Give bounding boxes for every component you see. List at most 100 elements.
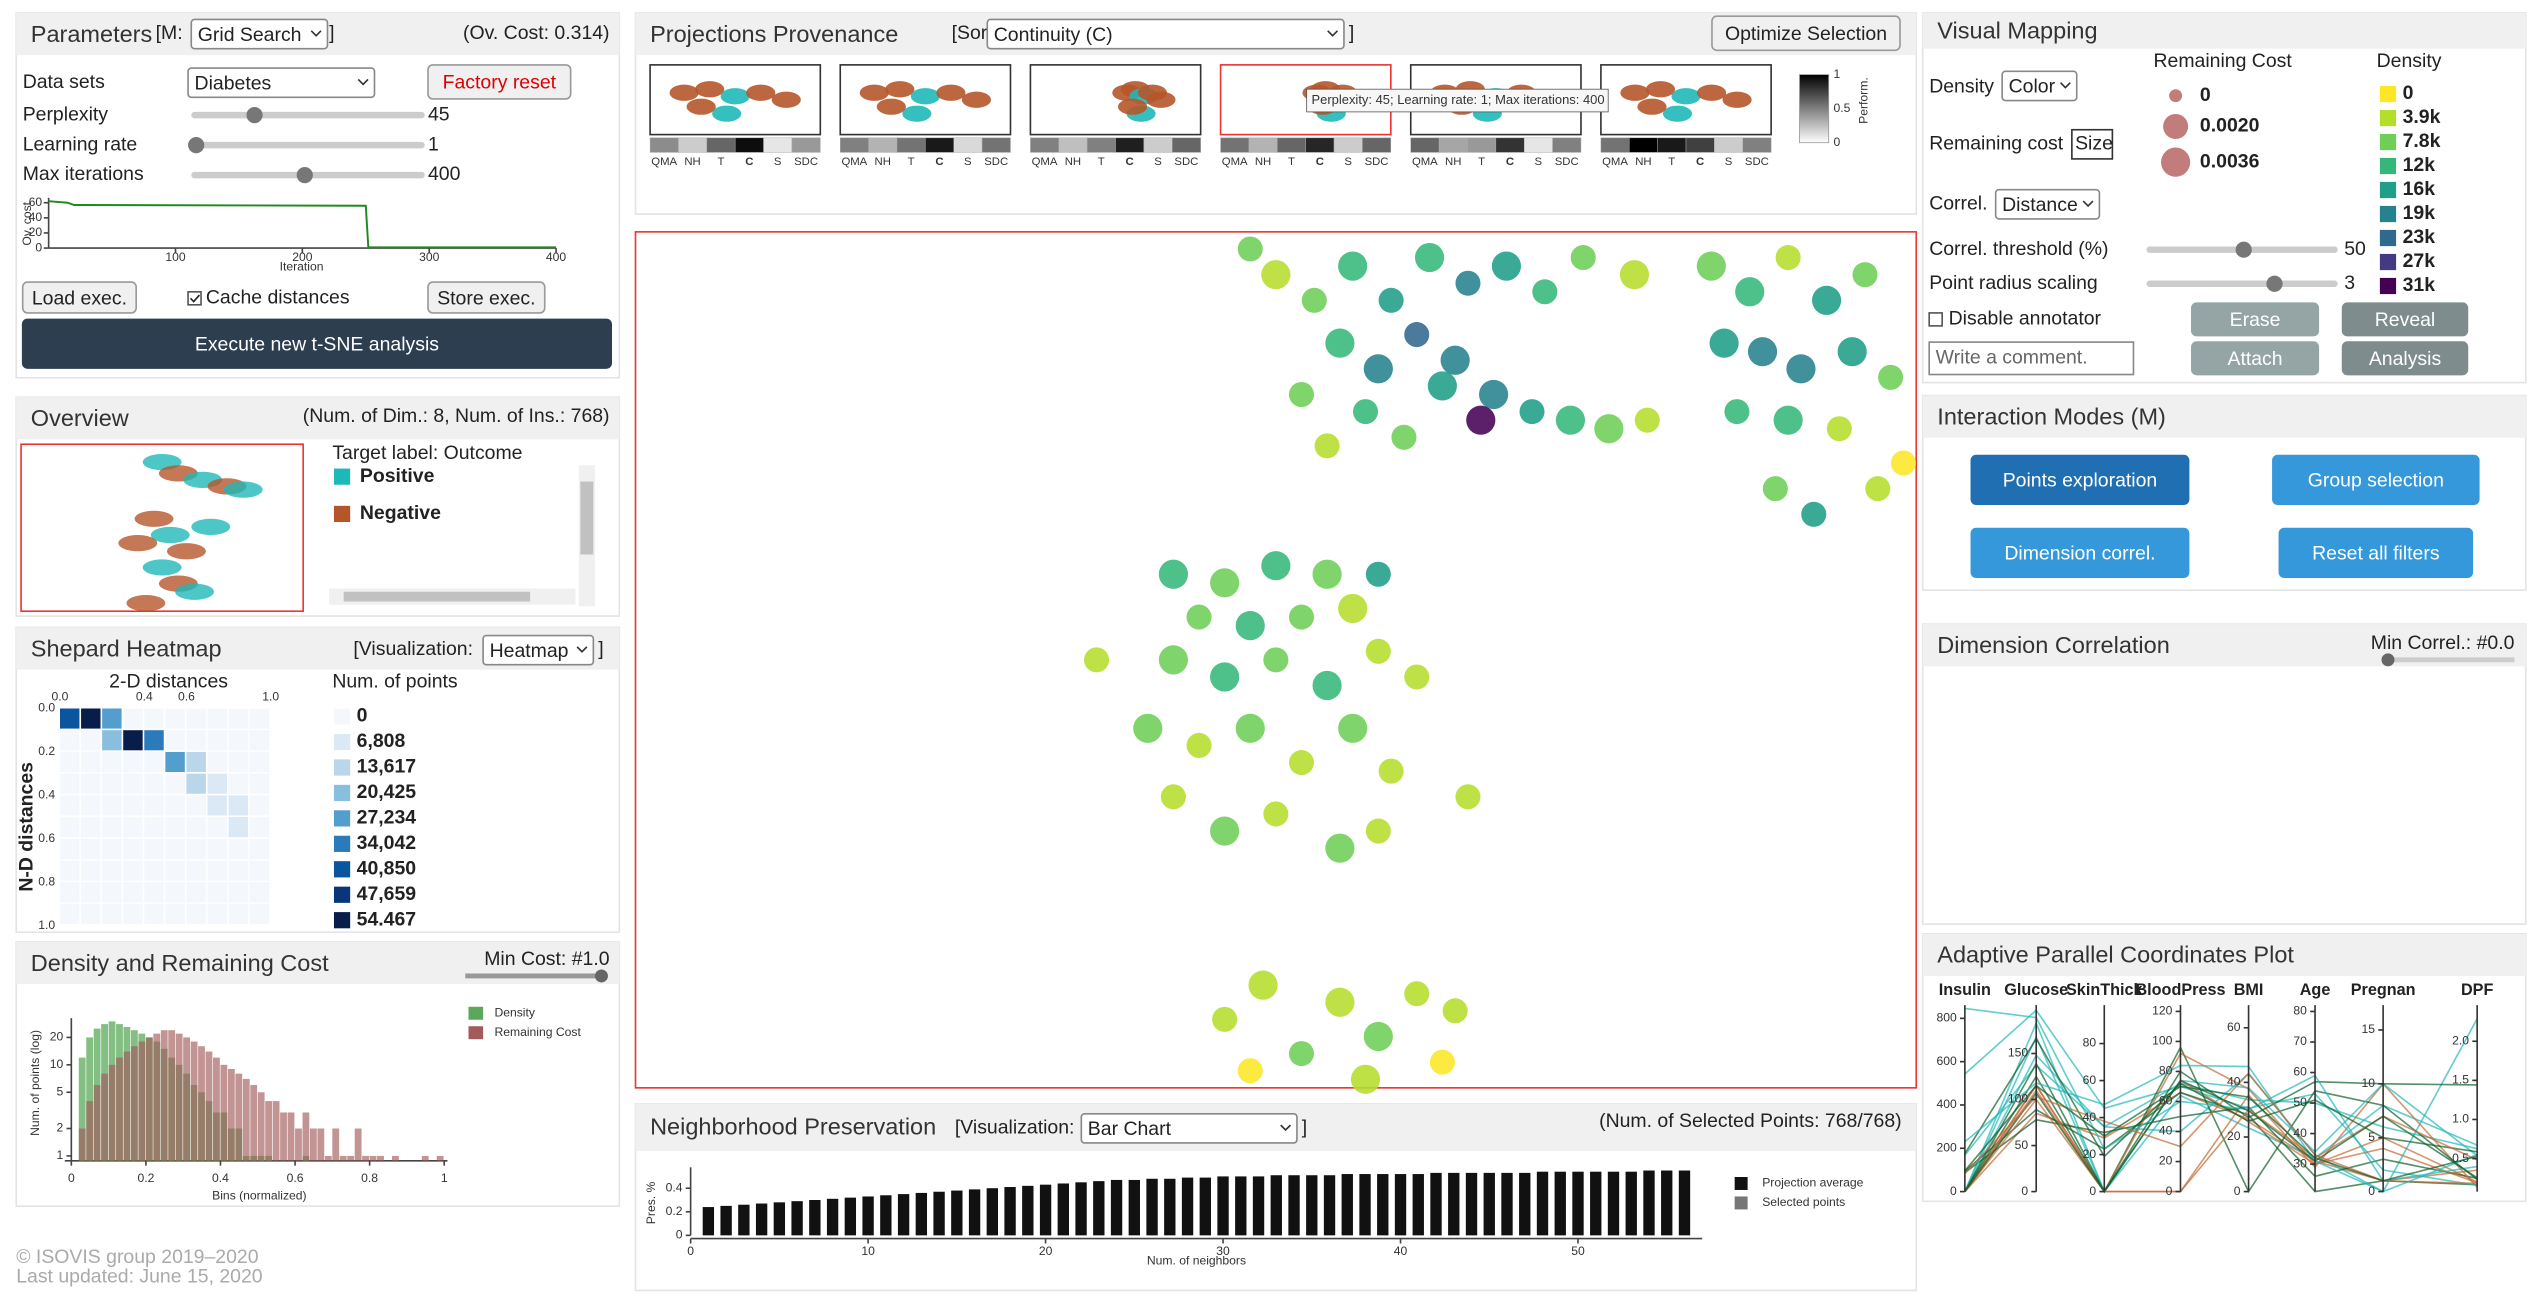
- projection-point[interactable]: [1786, 354, 1816, 384]
- slider-knob[interactable]: [296, 167, 313, 184]
- projection-point[interactable]: [1414, 242, 1445, 273]
- projection-point[interactable]: [1158, 559, 1188, 589]
- projection-point[interactable]: [1160, 784, 1186, 810]
- projection-point[interactable]: [1263, 647, 1289, 673]
- projection-point[interactable]: [1248, 970, 1278, 1000]
- projection-point[interactable]: [1288, 1041, 1315, 1067]
- projection-point[interactable]: [1186, 732, 1212, 758]
- projection-point[interactable]: [1594, 414, 1624, 444]
- projection-point[interactable]: [1084, 647, 1110, 673]
- projection-point[interactable]: [1378, 758, 1404, 784]
- projection-point[interactable]: [1338, 713, 1368, 743]
- projection-point[interactable]: [1312, 559, 1342, 589]
- projection-point[interactable]: [1865, 476, 1891, 502]
- mode-button[interactable]: [2278, 527, 2474, 578]
- button[interactable]: [427, 281, 546, 314]
- projection-point[interactable]: [1363, 354, 1393, 384]
- execute-button[interactable]: [21, 318, 612, 369]
- projection-point[interactable]: [1288, 604, 1315, 630]
- projection-point[interactable]: [1826, 416, 1852, 442]
- projection-point[interactable]: [1261, 260, 1291, 290]
- projection-point[interactable]: [1365, 638, 1391, 664]
- projection-point[interactable]: [1301, 287, 1327, 313]
- slider-knob[interactable]: [2235, 241, 2252, 258]
- select[interactable]: [1994, 188, 2101, 220]
- projection-point[interactable]: [1288, 381, 1315, 408]
- mode-button[interactable]: [1970, 454, 2190, 506]
- button[interactable]: [2191, 341, 2320, 376]
- projection-point[interactable]: [1811, 285, 1842, 315]
- projection-point[interactable]: [1519, 399, 1545, 425]
- mode-button[interactable]: [2272, 454, 2480, 506]
- projection-point[interactable]: [1325, 833, 1355, 863]
- projection-point[interactable]: [1440, 345, 1470, 375]
- projection-point[interactable]: [1363, 1021, 1393, 1052]
- projection-point[interactable]: [1852, 262, 1878, 288]
- projection-point[interactable]: [1775, 245, 1801, 271]
- button[interactable]: [2341, 302, 2469, 337]
- projection-point[interactable]: [1365, 818, 1391, 844]
- projection-point[interactable]: [1288, 750, 1315, 776]
- projection-point[interactable]: [1235, 611, 1265, 641]
- projection-point[interactable]: [1455, 784, 1481, 810]
- select[interactable]: [2001, 70, 2078, 102]
- projection-point[interactable]: [1210, 568, 1240, 598]
- button[interactable]: [427, 64, 572, 100]
- projection-point[interactable]: [1634, 407, 1660, 433]
- projection-point[interactable]: [1532, 279, 1558, 305]
- button[interactable]: [2191, 302, 2320, 337]
- projection-point[interactable]: [1466, 405, 1496, 435]
- projection-point[interactable]: [1404, 664, 1430, 690]
- projection-point[interactable]: [1378, 287, 1404, 313]
- projection-point[interactable]: [1801, 501, 1827, 527]
- projection-point[interactable]: [1773, 405, 1803, 435]
- mode-button[interactable]: [1970, 527, 2190, 578]
- checkbox[interactable]: [1928, 312, 1943, 327]
- button[interactable]: [21, 281, 137, 314]
- projection-point[interactable]: [1212, 1006, 1238, 1032]
- projection-point[interactable]: [1210, 816, 1240, 846]
- slider-knob[interactable]: [246, 107, 263, 124]
- projection-point[interactable]: [1263, 801, 1289, 827]
- projection-point[interactable]: [1391, 424, 1417, 450]
- projection-point[interactable]: [1235, 713, 1265, 743]
- projection-point[interactable]: [1735, 277, 1765, 307]
- projection-point[interactable]: [1133, 713, 1163, 743]
- projection-point[interactable]: [1158, 645, 1188, 675]
- projection-point[interactable]: [1890, 450, 1916, 476]
- select[interactable]: [1080, 1112, 1298, 1144]
- projection-point[interactable]: [1210, 662, 1240, 692]
- comment-input[interactable]: [1928, 341, 2135, 376]
- projection-point[interactable]: [1237, 236, 1263, 262]
- slider-knob[interactable]: [2266, 275, 2283, 292]
- projection-point[interactable]: [1325, 987, 1355, 1017]
- projection-point[interactable]: [1696, 251, 1726, 281]
- button[interactable]: [1711, 15, 1901, 52]
- slider-knob[interactable]: [188, 137, 205, 154]
- projection-point[interactable]: [1350, 1064, 1381, 1094]
- select[interactable]: [190, 18, 329, 50]
- projection-point[interactable]: [1478, 379, 1509, 410]
- slider-knob[interactable]: [594, 969, 608, 983]
- projection-point[interactable]: [1429, 1049, 1455, 1075]
- checkbox[interactable]: [187, 291, 202, 306]
- projection-point[interactable]: [1261, 551, 1291, 581]
- projection-point[interactable]: [1404, 322, 1430, 348]
- slider-knob[interactable]: [2381, 653, 2395, 667]
- projection-point[interactable]: [1619, 260, 1650, 290]
- projection-point[interactable]: [1365, 561, 1391, 587]
- projection-point[interactable]: [1442, 998, 1468, 1024]
- projection-point[interactable]: [1325, 328, 1355, 358]
- projection-point[interactable]: [1762, 476, 1788, 502]
- projection-point[interactable]: [1237, 1058, 1263, 1084]
- projection-point[interactable]: [1314, 433, 1340, 459]
- button[interactable]: [2341, 341, 2469, 376]
- select[interactable]: [2071, 128, 2114, 160]
- projection-point[interactable]: [1491, 251, 1521, 281]
- select[interactable]: [187, 67, 376, 99]
- projection-point[interactable]: [1455, 270, 1481, 296]
- projection-point[interactable]: [1186, 604, 1212, 630]
- select[interactable]: [482, 634, 595, 666]
- projection-point[interactable]: [1709, 328, 1739, 358]
- projection-point[interactable]: [1427, 371, 1457, 401]
